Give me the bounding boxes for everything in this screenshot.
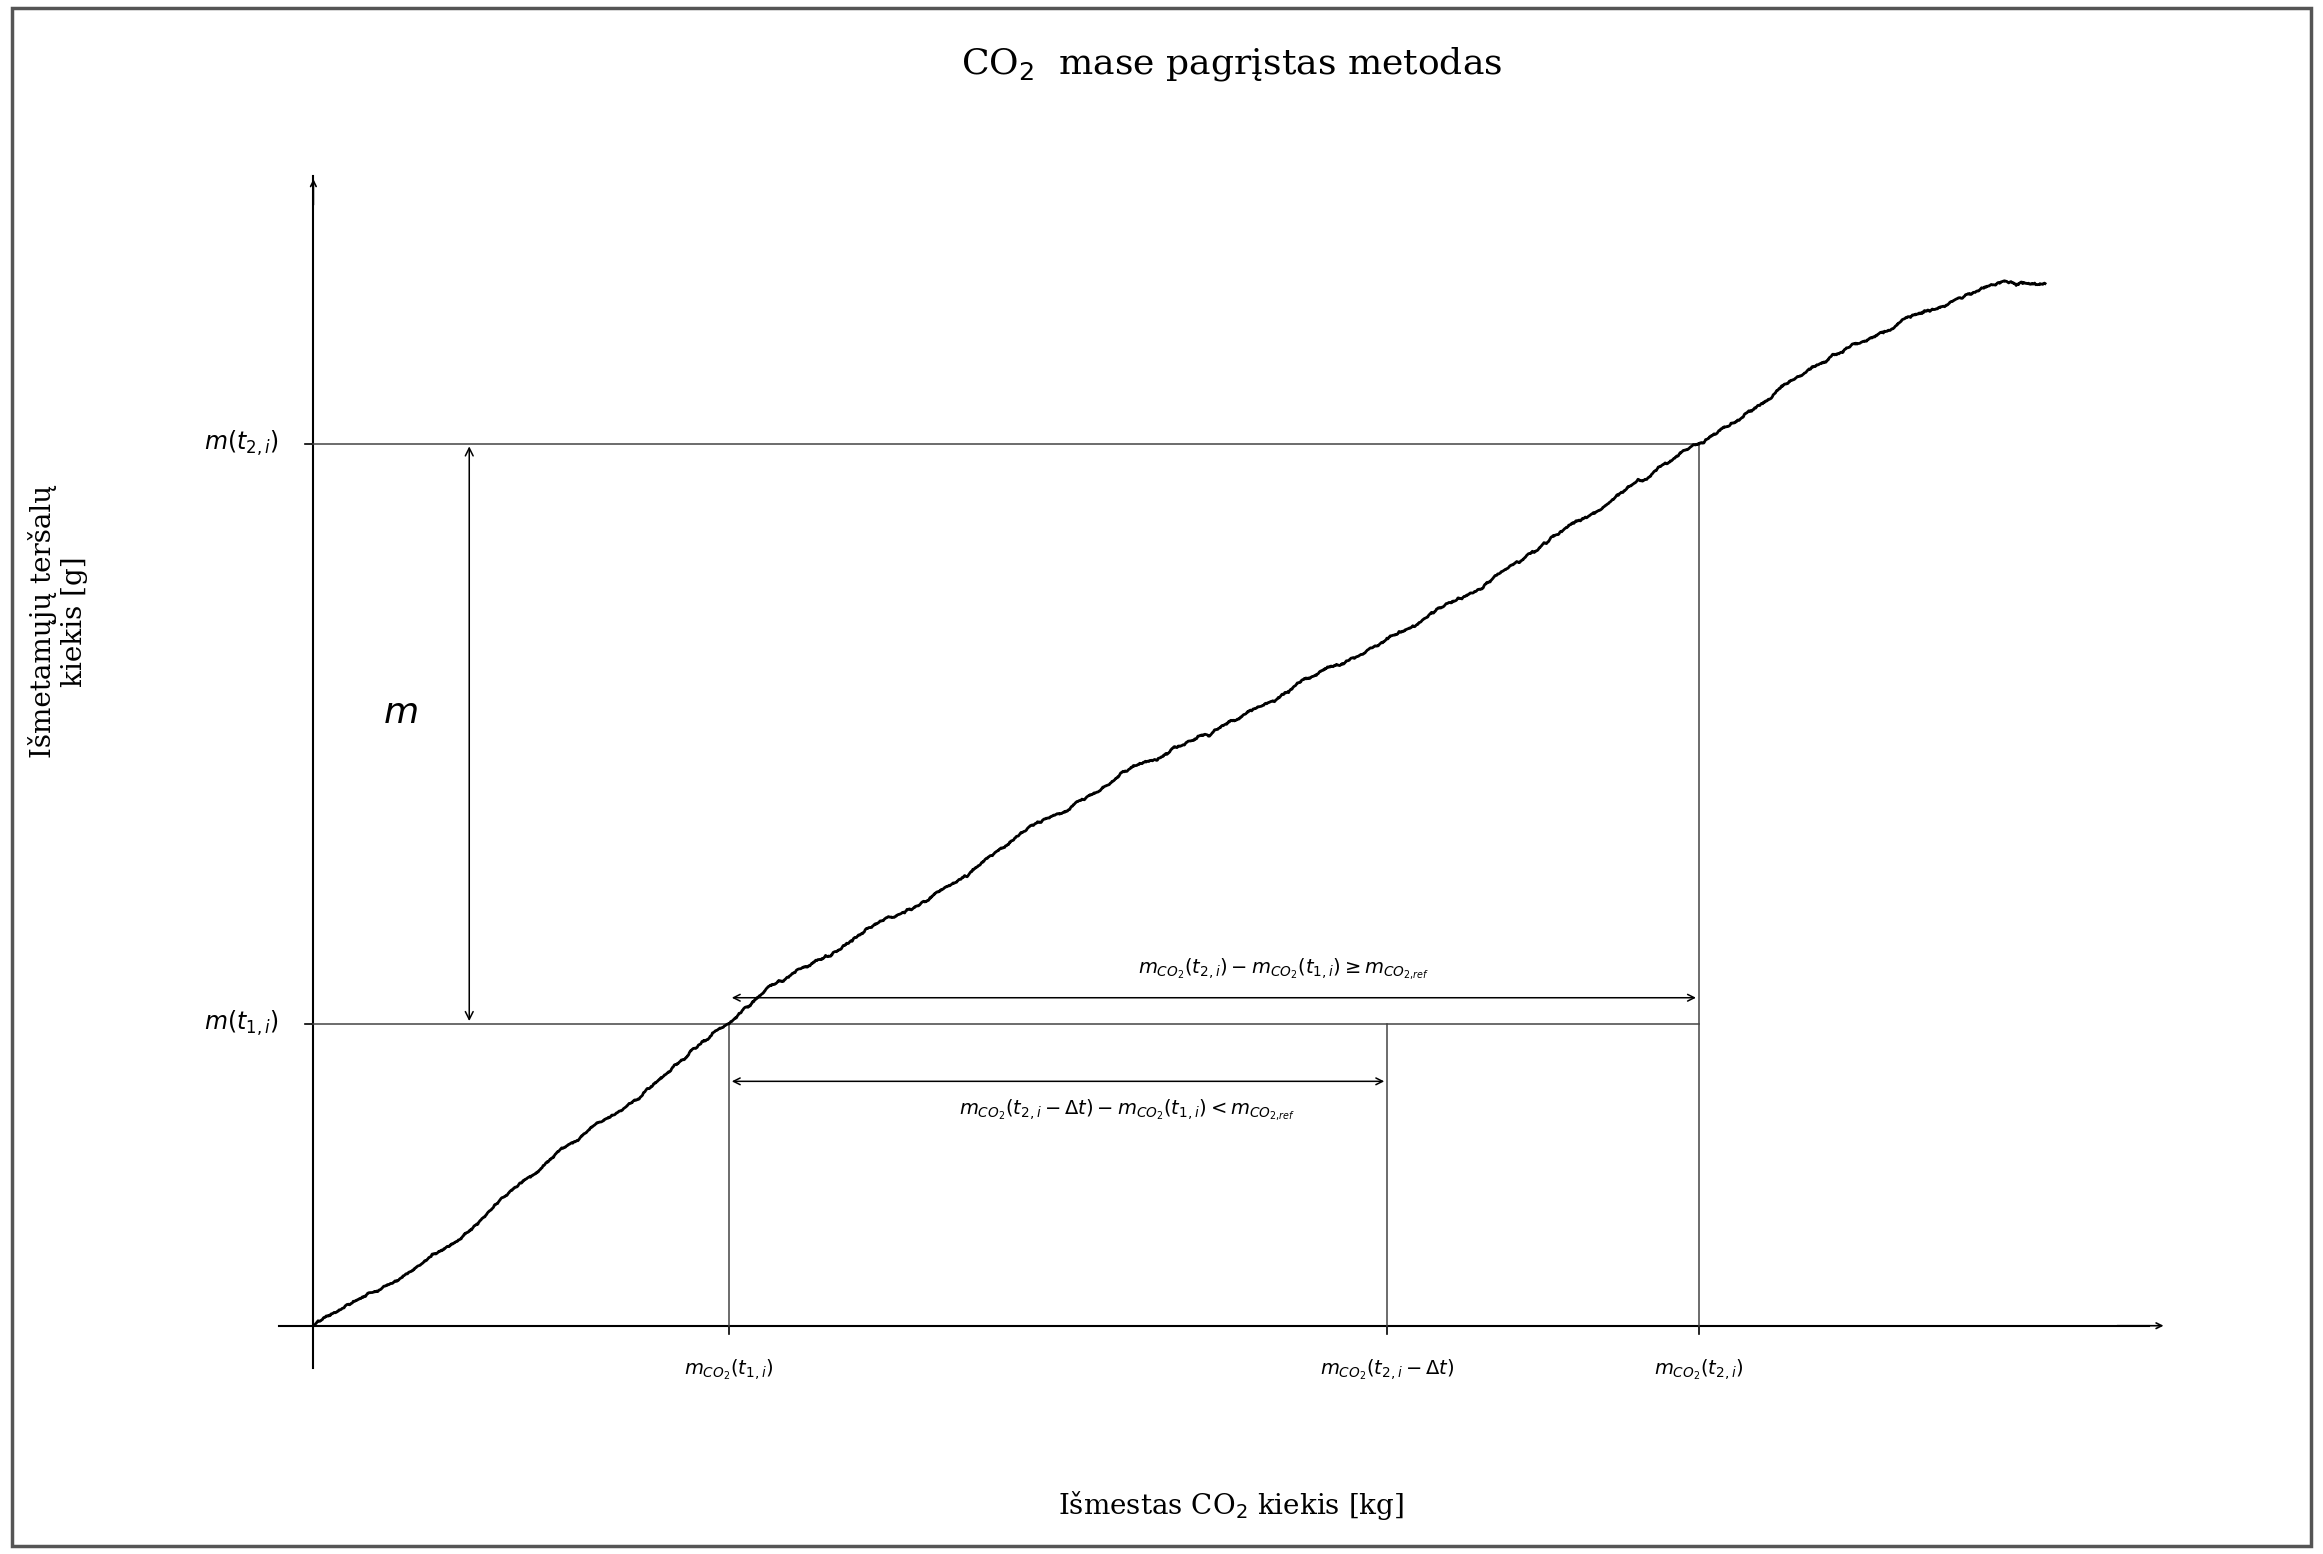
Text: Išmestas CO$_2$ kiekis [kg]: Išmestas CO$_2$ kiekis [kg] <box>1059 1489 1403 1521</box>
Text: CO$_2$  mase pagrįstas metodas: CO$_2$ mase pagrįstas metodas <box>959 45 1503 82</box>
Text: $m(t_{1,i})$: $m(t_{1,i})$ <box>204 1009 279 1038</box>
Text: $m_{CO_2}(t_{2,i} - \Delta t) - m_{CO_2}(t_{1,i}) < m_{CO_{2,\!ref}}$: $m_{CO_2}(t_{2,i} - \Delta t) - m_{CO_2}… <box>959 1097 1296 1122</box>
Text: $m_{CO_2}(t_{2,i} - \Delta t)$: $m_{CO_2}(t_{2,i} - \Delta t)$ <box>1319 1357 1454 1382</box>
Text: Išmetamųjų teršalų
kiekis [g]: Išmetamųjų teršalų kiekis [g] <box>28 485 88 758</box>
Text: $m$: $m$ <box>383 696 418 730</box>
Text: $m_{CO_2}(t_{2,i})$: $m_{CO_2}(t_{2,i})$ <box>1654 1357 1745 1382</box>
Text: $m_{CO_2}(t_{2,i}) - m_{CO_2}(t_{1,i}) \geq m_{CO_{2,\!ref}}$: $m_{CO_2}(t_{2,i}) - m_{CO_2}(t_{1,i}) \… <box>1138 956 1429 982</box>
Text: $m_{CO_2}(t_{1,i})$: $m_{CO_2}(t_{1,i})$ <box>685 1357 774 1382</box>
Text: $m(t_{2,i})$: $m(t_{2,i})$ <box>204 429 279 458</box>
